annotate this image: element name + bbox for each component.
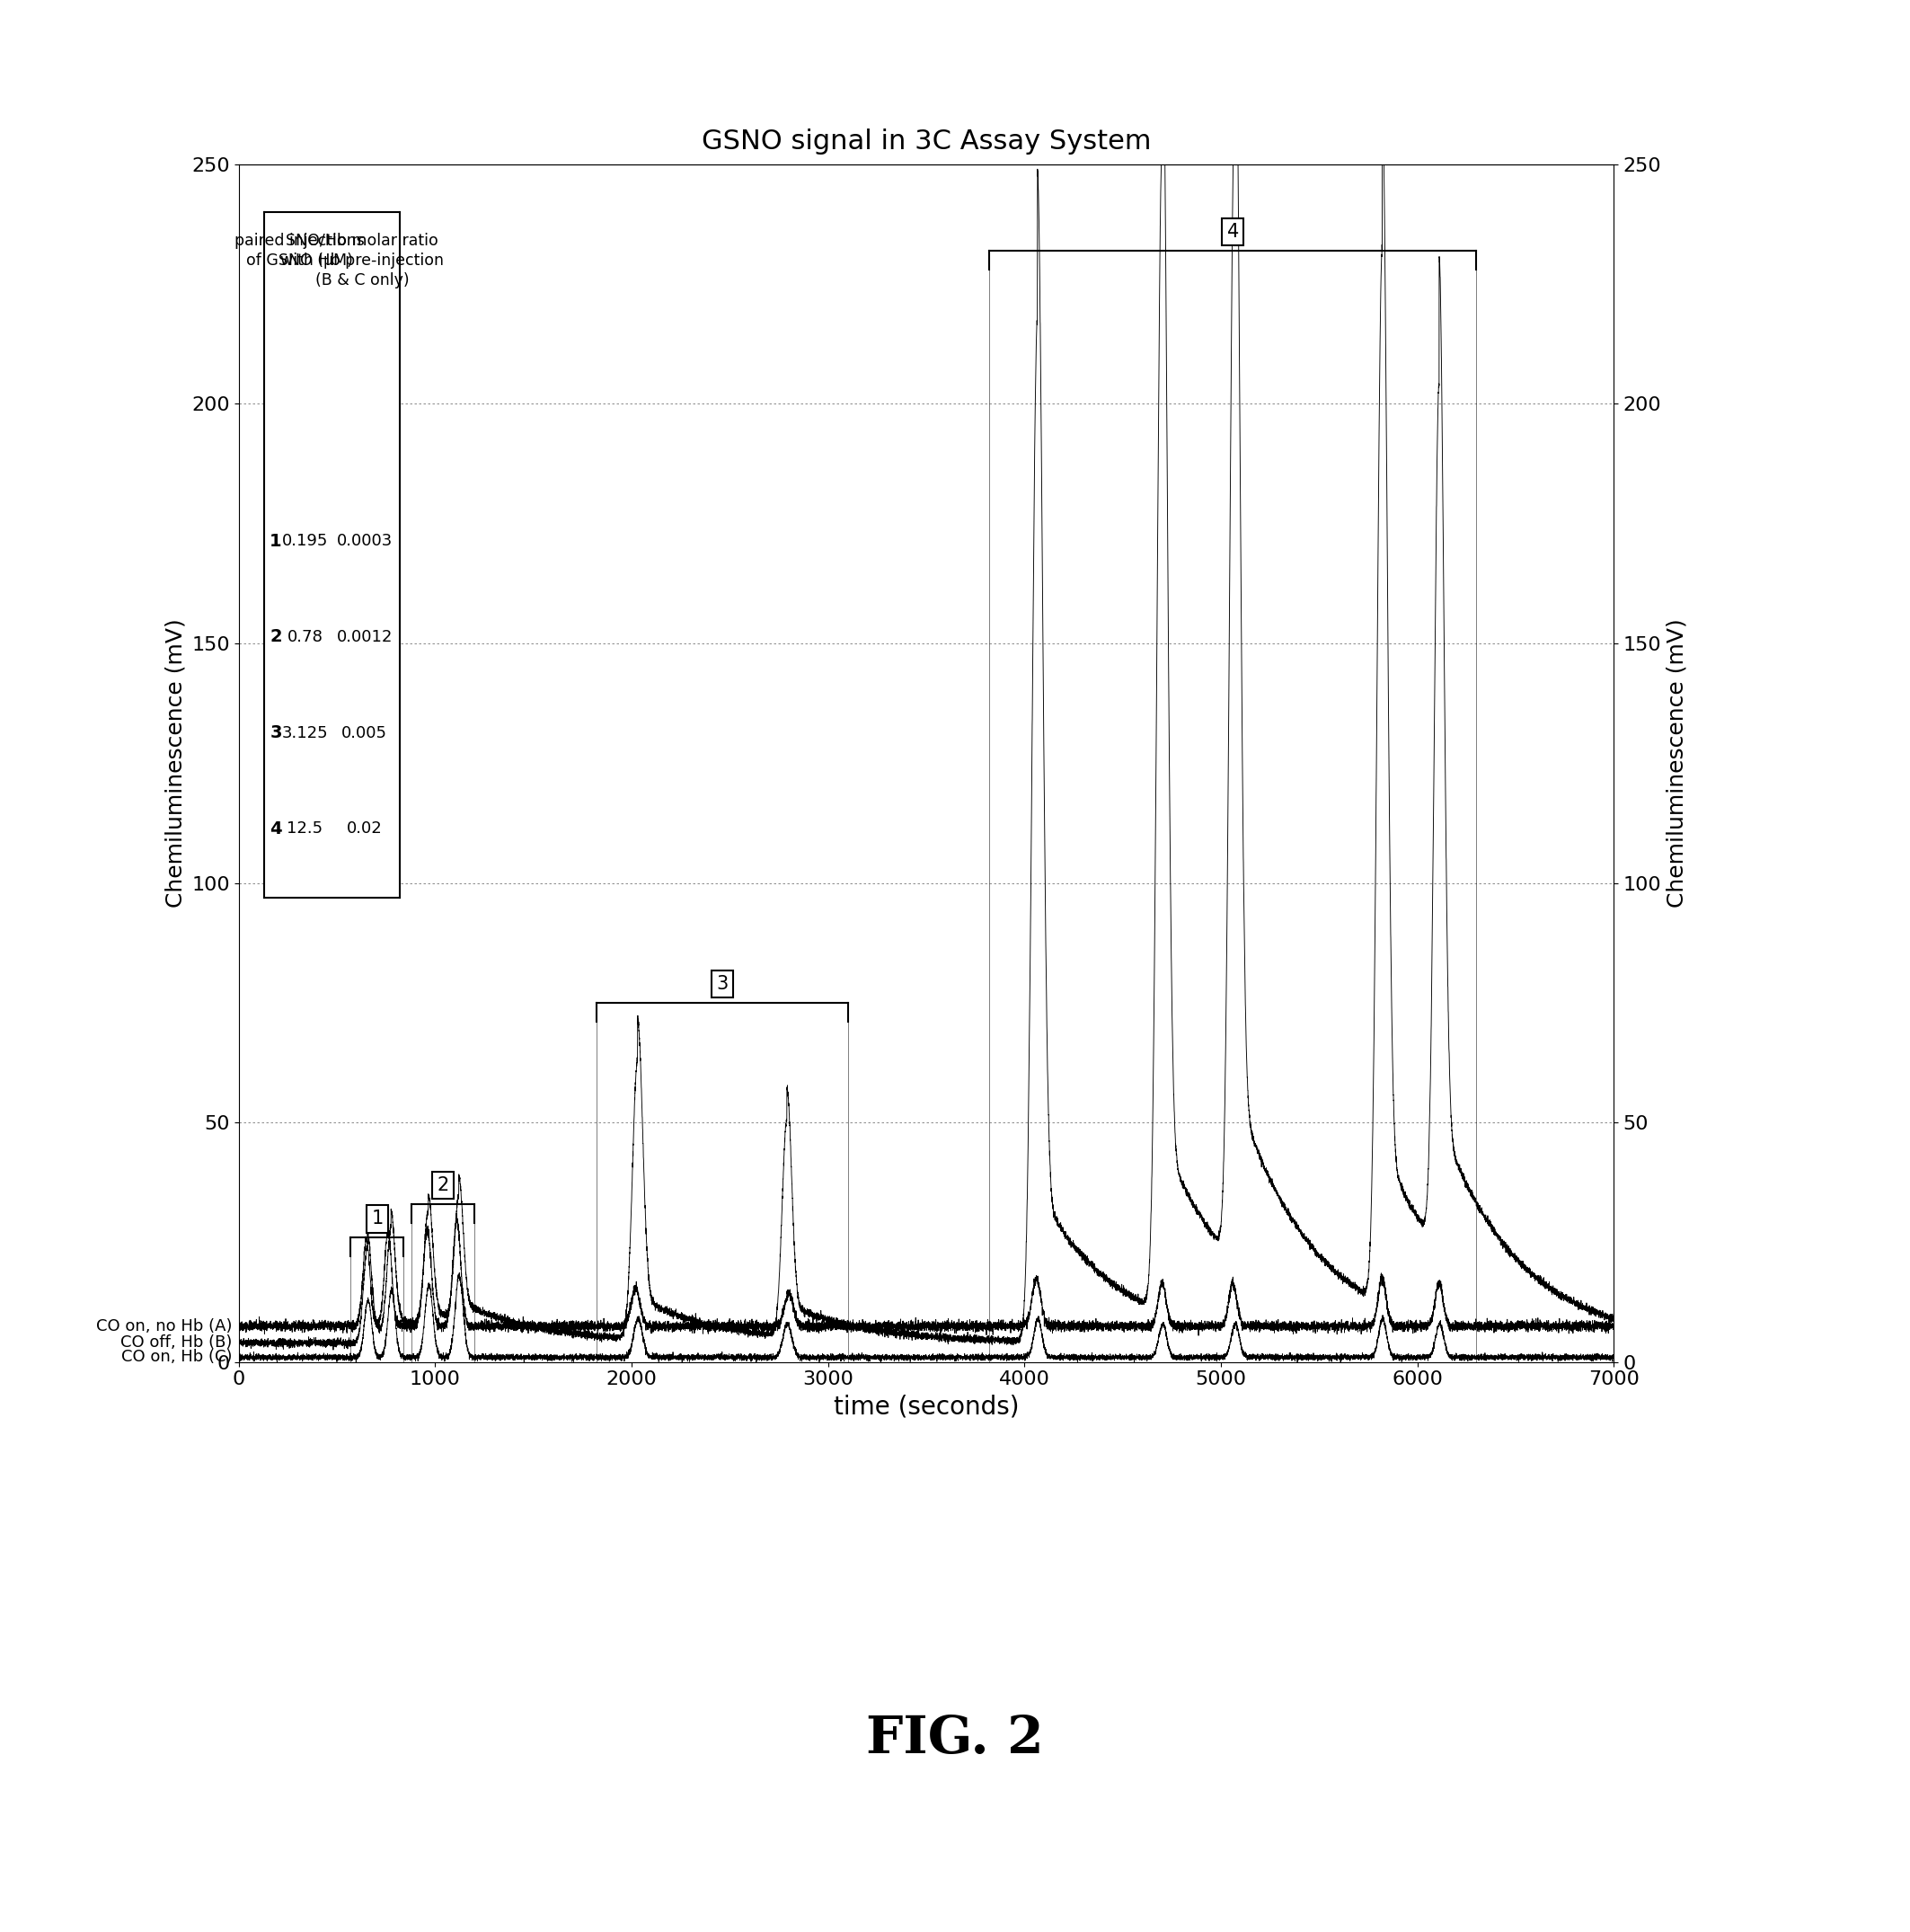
Text: 0.78: 0.78 bbox=[286, 628, 323, 645]
Text: 0.0003: 0.0003 bbox=[336, 533, 393, 549]
Text: 4: 4 bbox=[1226, 222, 1240, 242]
X-axis label: time (seconds): time (seconds) bbox=[833, 1393, 1020, 1418]
Text: CO on, no Hb (A): CO on, no Hb (A) bbox=[96, 1318, 231, 1335]
Text: 12.5: 12.5 bbox=[286, 821, 323, 837]
Text: 0.195: 0.195 bbox=[283, 533, 329, 549]
Text: 2: 2 bbox=[269, 628, 283, 645]
Text: 2: 2 bbox=[437, 1177, 449, 1194]
Text: 1: 1 bbox=[371, 1209, 384, 1229]
Y-axis label: Chemiluminescence (mV): Chemiluminescence (mV) bbox=[1666, 618, 1688, 908]
Text: CO on, Hb (C): CO on, Hb (C) bbox=[120, 1349, 231, 1366]
Y-axis label: Chemiluminescence (mV): Chemiluminescence (mV) bbox=[164, 618, 187, 908]
Text: 3: 3 bbox=[269, 724, 283, 742]
Text: paired injections
of GSNO (μM): paired injections of GSNO (μM) bbox=[235, 232, 365, 269]
Text: FIG. 2: FIG. 2 bbox=[865, 1714, 1045, 1764]
Text: 0.0012: 0.0012 bbox=[336, 628, 393, 645]
Text: 3: 3 bbox=[716, 976, 728, 993]
Title: GSNO signal in 3C Assay System: GSNO signal in 3C Assay System bbox=[701, 129, 1152, 155]
Text: SNO/Hb molar ratio
with Hb pre-injection
(B & C only): SNO/Hb molar ratio with Hb pre-injection… bbox=[281, 232, 443, 288]
Text: CO off, Hb (B): CO off, Hb (B) bbox=[120, 1335, 231, 1350]
Text: 4: 4 bbox=[269, 821, 283, 837]
Text: 0.02: 0.02 bbox=[348, 821, 382, 837]
Text: 0.005: 0.005 bbox=[342, 724, 388, 742]
Text: 3.125: 3.125 bbox=[283, 724, 329, 742]
Text: 1: 1 bbox=[269, 533, 283, 549]
